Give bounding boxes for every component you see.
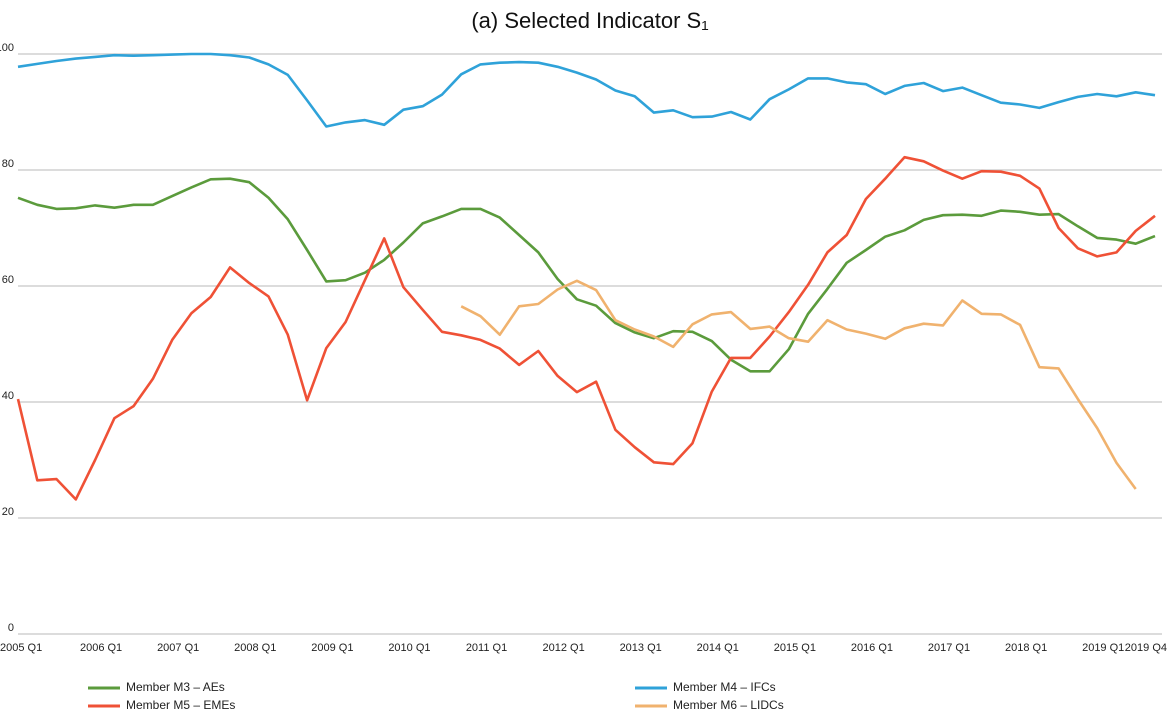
x-tick-label: 2015 Q1 bbox=[774, 642, 816, 654]
series-line bbox=[17, 177, 1156, 373]
x-tick-label: 2013 Q1 bbox=[620, 642, 662, 654]
y-tick-label: 80 bbox=[2, 158, 14, 170]
y-tick-label: 0 bbox=[8, 622, 14, 634]
legend-label: Member M6 – LIDCs bbox=[673, 698, 784, 712]
y-tick-label: 100 bbox=[0, 42, 14, 54]
x-tick-label: 2009 Q1 bbox=[311, 642, 353, 654]
x-tick-label: 2017 Q1 bbox=[928, 642, 970, 654]
x-tick-label: 2014 Q1 bbox=[697, 642, 739, 654]
x-tick-label: 2005 Q1 bbox=[0, 642, 42, 654]
x-tick-label: 2011 Q1 bbox=[466, 642, 507, 654]
legend-label: Member M4 – IFCs bbox=[673, 680, 776, 694]
x-tick-label: 2008 Q1 bbox=[234, 642, 276, 654]
y-tick-label: 60 bbox=[2, 274, 14, 286]
series-line bbox=[17, 52, 1156, 128]
x-tick-label: 2019 Q1 bbox=[1082, 642, 1124, 654]
chart-title: (a) Selected Indicator S₁ bbox=[471, 8, 708, 33]
x-tick-label: 2018 Q1 bbox=[1005, 642, 1047, 654]
legend-label: Member M5 – EMEs bbox=[126, 698, 235, 712]
x-tick-label: 2007 Q1 bbox=[157, 642, 199, 654]
y-tick-label: 20 bbox=[2, 506, 14, 518]
x-tick-label: 2016 Q1 bbox=[851, 642, 893, 654]
series-line bbox=[16, 155, 1156, 501]
series-line bbox=[460, 279, 1137, 490]
y-tick-label: 40 bbox=[2, 390, 14, 402]
x-tick-label: 2006 Q1 bbox=[80, 642, 122, 654]
x-tick-label: 2010 Q1 bbox=[388, 642, 430, 654]
x-tick-label: 2012 Q1 bbox=[542, 642, 584, 654]
legend-label: Member M3 – AEs bbox=[126, 680, 225, 694]
x-tick-label: 2019 Q4 bbox=[1125, 642, 1167, 654]
